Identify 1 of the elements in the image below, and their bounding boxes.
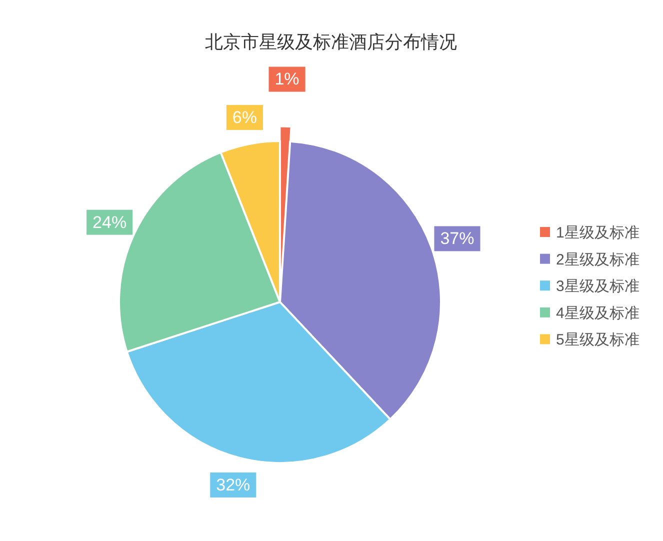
title: 北京市星级及标准酒店分布情况 [205,32,457,52]
